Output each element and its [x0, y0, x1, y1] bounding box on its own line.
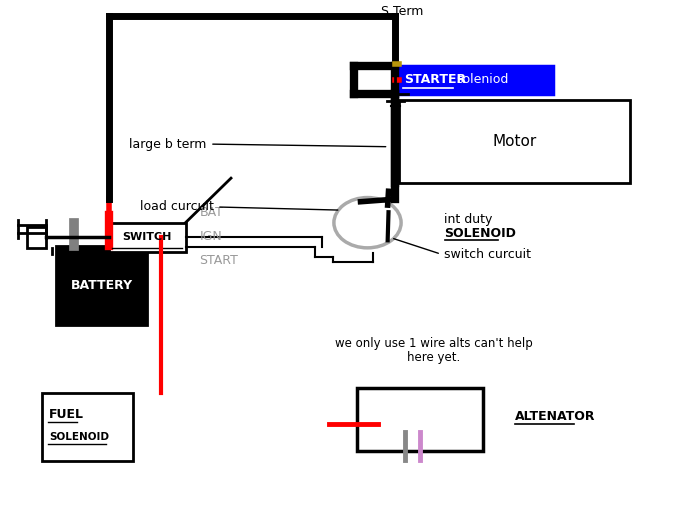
Text: SWITCH: SWITCH — [122, 232, 172, 242]
Text: BAT: BAT — [199, 206, 223, 219]
FancyBboxPatch shape — [399, 100, 630, 183]
Text: BATTERY: BATTERY — [71, 279, 132, 292]
Text: FUEL: FUEL — [49, 408, 84, 421]
Text: ALTENATOR: ALTENATOR — [514, 410, 595, 423]
Text: int duty: int duty — [444, 213, 493, 225]
Text: soleniod: soleniod — [456, 73, 509, 86]
Text: large b term: large b term — [129, 138, 206, 150]
FancyBboxPatch shape — [42, 393, 133, 461]
Text: Motor: Motor — [492, 134, 537, 149]
Text: we only use 1 wire alts can't help: we only use 1 wire alts can't help — [335, 337, 533, 350]
Text: START: START — [199, 254, 239, 267]
Text: S Term: S Term — [382, 5, 423, 18]
FancyBboxPatch shape — [357, 388, 483, 451]
FancyBboxPatch shape — [27, 226, 46, 248]
FancyBboxPatch shape — [108, 223, 186, 252]
Circle shape — [334, 198, 401, 248]
FancyBboxPatch shape — [399, 66, 553, 94]
Text: load curcuit: load curcuit — [139, 201, 214, 213]
Text: SOLENOID: SOLENOID — [444, 227, 517, 239]
FancyBboxPatch shape — [56, 246, 147, 325]
Text: switch curcuit: switch curcuit — [444, 248, 531, 260]
Text: SOLENOID: SOLENOID — [49, 432, 109, 442]
Text: IGN: IGN — [199, 231, 222, 243]
Text: here yet.: here yet. — [407, 351, 461, 364]
Text: STARTER: STARTER — [405, 73, 467, 86]
